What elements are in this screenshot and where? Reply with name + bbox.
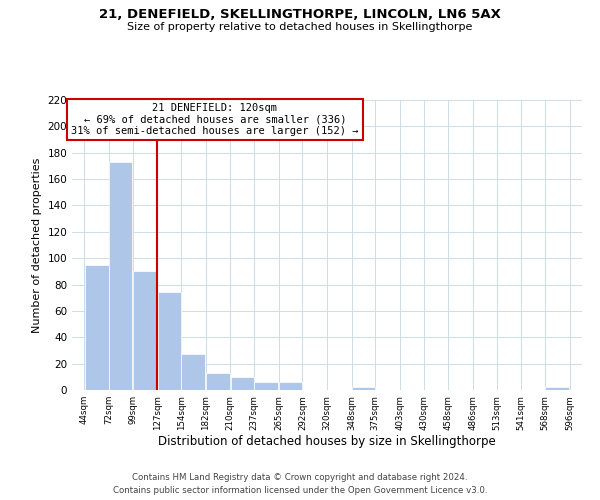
Text: 21 DENEFIELD: 120sqm
← 69% of detached houses are smaller (336)
31% of semi-deta: 21 DENEFIELD: 120sqm ← 69% of detached h…	[71, 103, 359, 136]
Y-axis label: Number of detached properties: Number of detached properties	[32, 158, 42, 332]
Bar	[279, 382, 302, 390]
Bar	[133, 272, 157, 390]
Text: Contains public sector information licensed under the Open Government Licence v3: Contains public sector information licen…	[113, 486, 487, 495]
Bar	[109, 162, 133, 390]
Bar	[352, 388, 375, 390]
Bar	[545, 388, 569, 390]
Text: Size of property relative to detached houses in Skellingthorpe: Size of property relative to detached ho…	[127, 22, 473, 32]
Text: Contains HM Land Registry data © Crown copyright and database right 2024.: Contains HM Land Registry data © Crown c…	[132, 472, 468, 482]
X-axis label: Distribution of detached houses by size in Skellingthorpe: Distribution of detached houses by size …	[158, 436, 496, 448]
Text: 21, DENEFIELD, SKELLINGTHORPE, LINCOLN, LN6 5AX: 21, DENEFIELD, SKELLINGTHORPE, LINCOLN, …	[99, 8, 501, 20]
Bar	[181, 354, 205, 390]
Bar	[85, 265, 109, 390]
Bar	[230, 377, 254, 390]
Bar	[158, 292, 181, 390]
Bar	[254, 382, 278, 390]
Bar	[206, 373, 230, 390]
